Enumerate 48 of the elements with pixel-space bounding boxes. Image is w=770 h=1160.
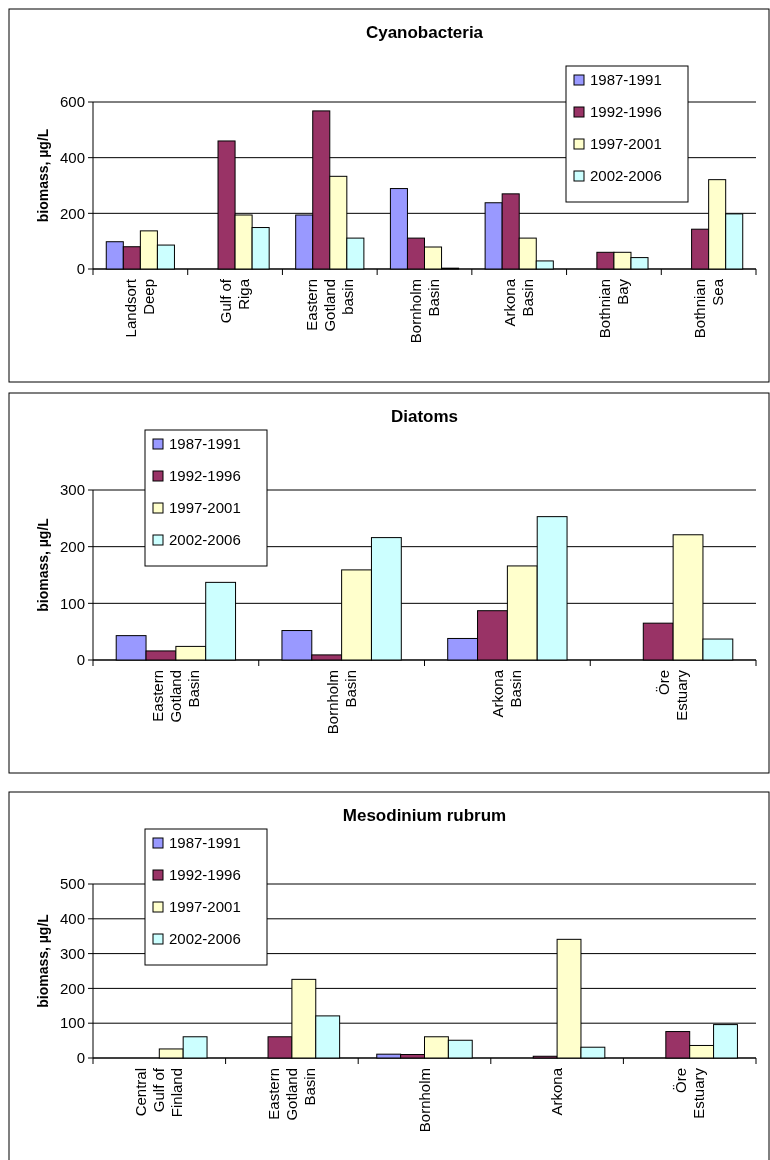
y-axis-title: biomass, µg/L [35, 517, 51, 612]
chart-title: Mesodinium rubrum [342, 806, 507, 825]
x-tick-label: Eastern Gotland Basin [148, 670, 202, 723]
x-tick-label: Gulf of Riga [217, 278, 253, 324]
x-tick-label: Central Gulf of Finland [132, 1067, 186, 1118]
x-tick-label: Arkona [548, 1067, 566, 1116]
y-axis-title: biomass, µg/L [35, 128, 51, 223]
y-tick-label: 0 [76, 1049, 85, 1067]
y-tick-label: 500 [59, 875, 85, 893]
legend-label: 1987-1991 [169, 435, 241, 452]
legend-label: 1997-2001 [169, 898, 241, 915]
y-tick-label: 400 [59, 910, 85, 928]
y-tick-label: 100 [59, 1014, 85, 1032]
y-tick-label: 300 [59, 944, 85, 962]
legend-label: 1997-2001 [590, 135, 662, 152]
y-tick-label: 0 [76, 651, 85, 669]
x-tick-label: Arkona Basin [501, 278, 537, 327]
x-tick-label: Eastern Gotland basin [302, 279, 356, 332]
chart-title: Diatoms [390, 407, 459, 426]
legend-label: 2002-2006 [169, 531, 241, 548]
y-tick-label: 200 [59, 979, 85, 997]
y-tick-label: 200 [59, 204, 85, 222]
y-tick-label: 600 [59, 93, 85, 111]
x-tick-label: Öre Estuary [655, 669, 691, 721]
x-tick-label: Bothnian Bay [595, 278, 631, 339]
legend-label: 1987-1991 [169, 834, 241, 851]
legend-label: 2002-2006 [590, 167, 662, 184]
x-tick-label: Bornholm Basin [406, 279, 442, 344]
x-tick-label: Eastern Gotland Basin [264, 1068, 318, 1121]
y-tick-label: 400 [59, 148, 85, 166]
y-tick-label: 0 [76, 260, 85, 278]
x-tick-label: Öre Estuary [671, 1067, 707, 1119]
x-tick-label: Arkona Basin [489, 669, 525, 718]
y-tick-label: 100 [59, 594, 85, 612]
x-tick-label: Bothnian Sea [690, 278, 726, 339]
legend-label: 1997-2001 [169, 499, 241, 516]
legend-label: 2002-2006 [169, 930, 241, 947]
x-tick-label: Landsort Deep [122, 278, 158, 338]
x-tick-label: Bornholm Basin [323, 670, 359, 735]
legend-label: 1992-1996 [169, 467, 241, 484]
legend-label: 1992-1996 [590, 103, 662, 120]
y-axis-title: biomass, µg/L [35, 913, 51, 1008]
chart-title: Cyanobacteria [365, 23, 484, 42]
legend-label: 1992-1996 [169, 866, 241, 883]
y-tick-label: 200 [59, 537, 85, 555]
x-tick-label: Bornholm [415, 1068, 433, 1133]
legend-label: 1987-1991 [590, 71, 662, 88]
y-tick-label: 300 [59, 481, 85, 499]
